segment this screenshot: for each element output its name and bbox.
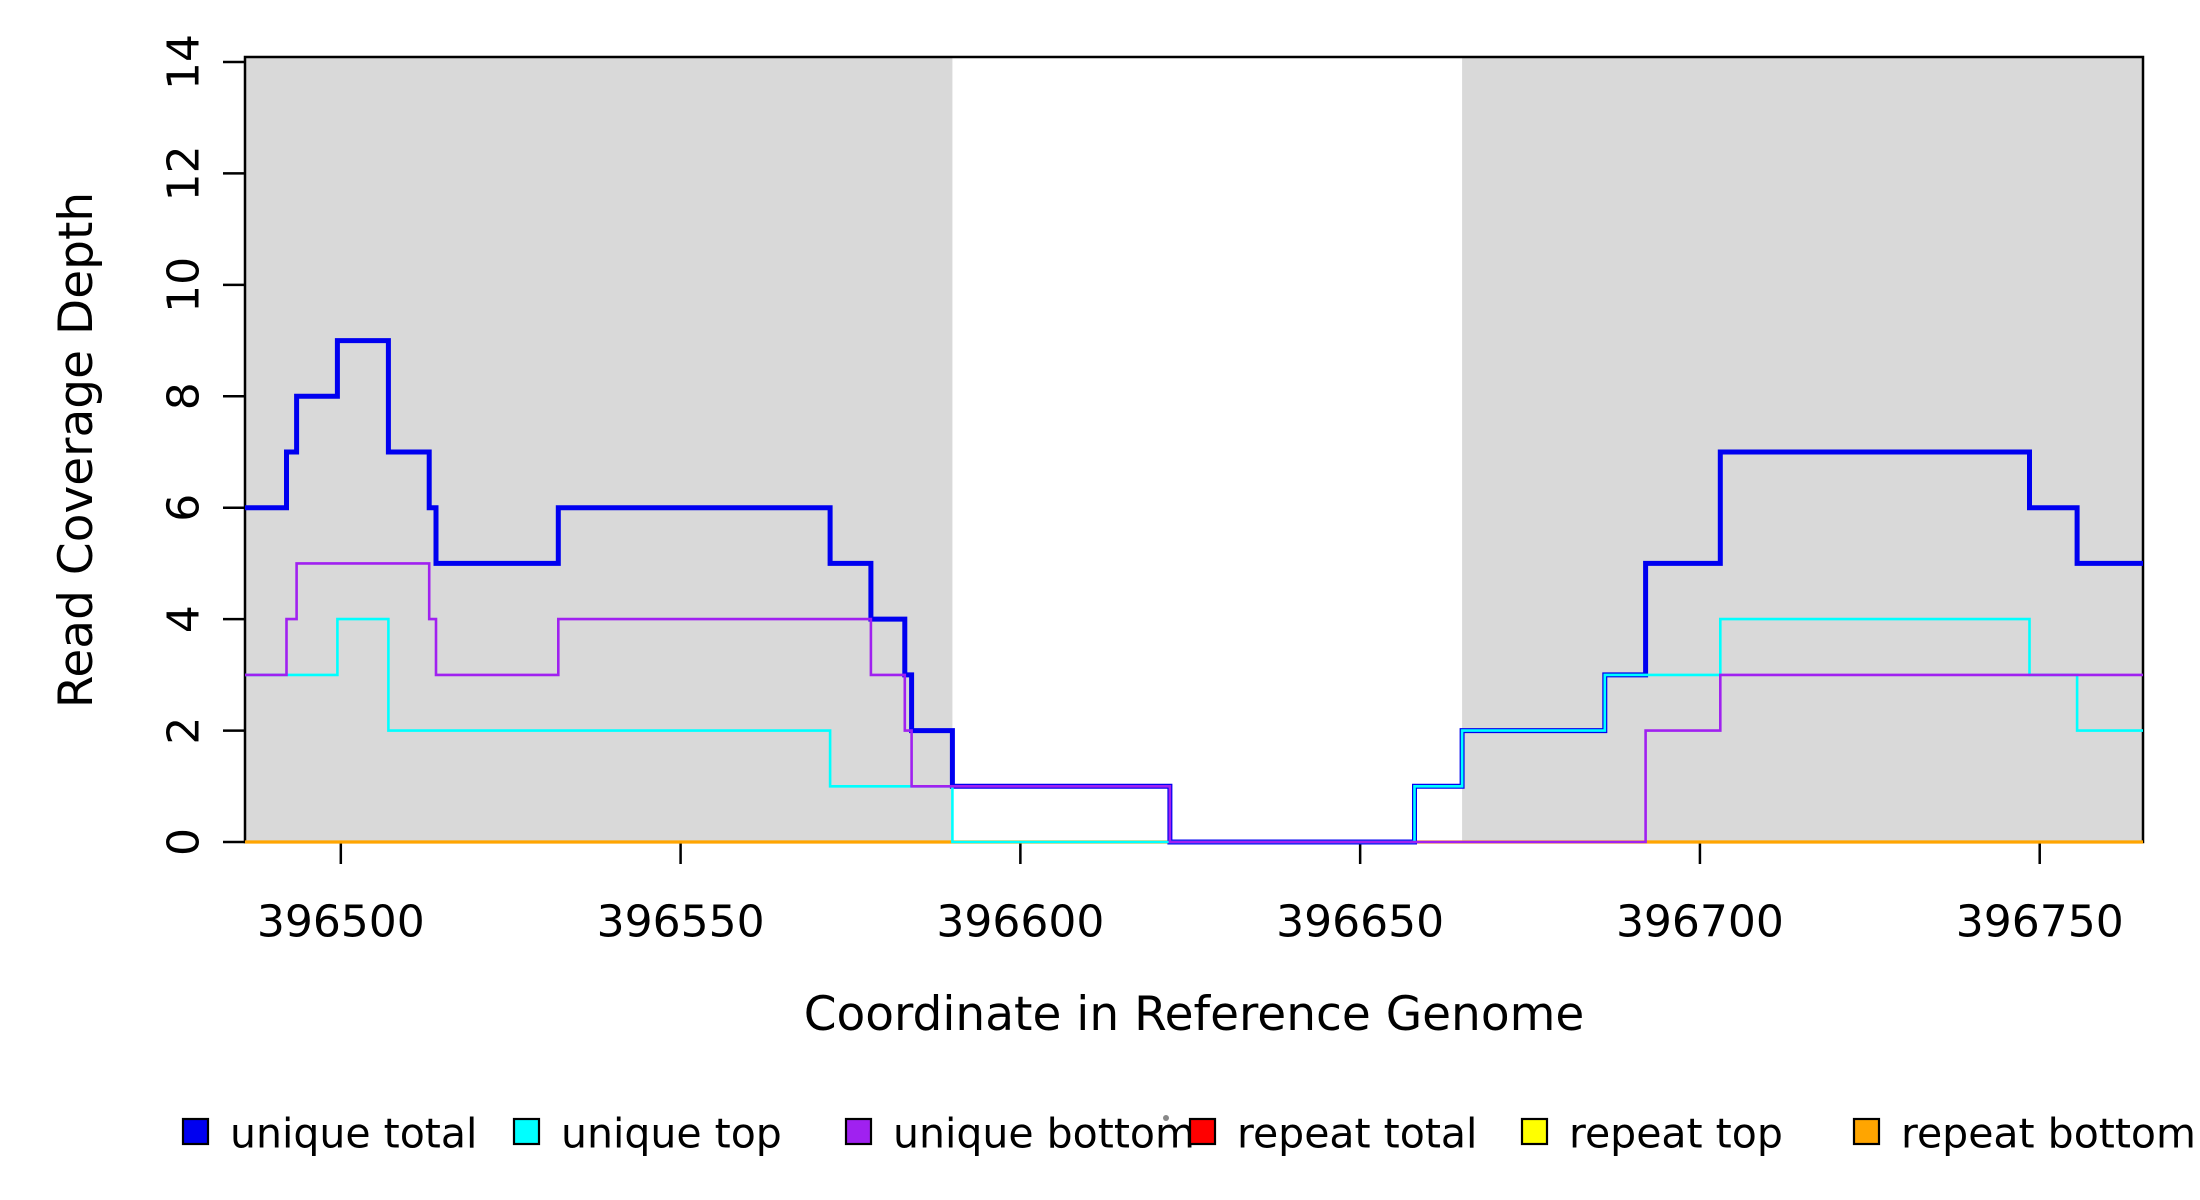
axis-ticks-layer: 396500 396550 396600 396650 396700 396750 0 2 4 6… — [159, 34, 2124, 948]
y-tick-label: 8 — [159, 382, 210, 410]
y-tick-label: 4 — [159, 605, 210, 633]
series-line-unique-total — [245, 338, 2143, 845]
series-lines-layer — [245, 338, 2143, 845]
legend-swatch-unique-bottom — [844, 1117, 873, 1146]
y-tick-label: 6 — [159, 494, 210, 522]
legend-label: repeat top — [1569, 1110, 1783, 1158]
legend-entry-repeat-bottom: repeat bottom — [1852, 1110, 2196, 1158]
x-tick-label: 396600 — [936, 897, 1104, 948]
series-line-unique-bottom — [245, 562, 2143, 844]
series-line-unique-top — [245, 617, 2143, 844]
legend-entry-repeat-total: repeat total — [1188, 1110, 1477, 1158]
axis-titles-layer: Coordinate in Reference Genome Read Cove… — [49, 192, 1584, 1042]
x-tick-label: 396550 — [597, 897, 765, 948]
unique-region-left — [245, 57, 953, 842]
legend-swatch-unique-top — [512, 1117, 541, 1146]
y-tick-label: 2 — [159, 717, 210, 745]
y-tick-label: 10 — [159, 257, 210, 313]
legend-label: unique top — [561, 1110, 782, 1158]
x-tick-label: 396750 — [1956, 897, 2124, 948]
y-tick-label: 12 — [159, 145, 210, 201]
legend-swatch-repeat-top — [1520, 1117, 1549, 1146]
x-tick-label: 396700 — [1616, 897, 1784, 948]
legend-label: unique bottom — [893, 1110, 1195, 1158]
legend-entry-unique-top: unique top — [512, 1110, 782, 1158]
y-tick-label: 0 — [159, 828, 210, 856]
legend-label: unique total — [230, 1110, 477, 1158]
y-tick-label: 14 — [159, 34, 210, 90]
legend-label: repeat bottom — [1901, 1110, 2196, 1158]
legend-swatch-unique-total — [181, 1117, 210, 1146]
legend-entry-repeat-top: repeat top — [1520, 1110, 1783, 1158]
stray-dot — [1163, 1115, 1169, 1121]
x-axis-title: Coordinate in Reference Genome — [804, 987, 1585, 1042]
legend-label: repeat total — [1237, 1110, 1477, 1158]
legend: unique total unique top unique bottom repea… — [181, 1110, 2196, 1158]
legend-entry-unique-total: unique total — [181, 1110, 477, 1158]
legend-swatch-repeat-bottom — [1852, 1117, 1881, 1146]
legend-swatch-repeat-total — [1188, 1117, 1217, 1146]
x-tick-label: 396650 — [1276, 897, 1444, 948]
legend-entry-unique-bottom: unique bottom — [844, 1110, 1195, 1158]
x-tick-label: 396500 — [257, 897, 425, 948]
y-axis-title: Read Coverage Depth — [49, 192, 104, 708]
